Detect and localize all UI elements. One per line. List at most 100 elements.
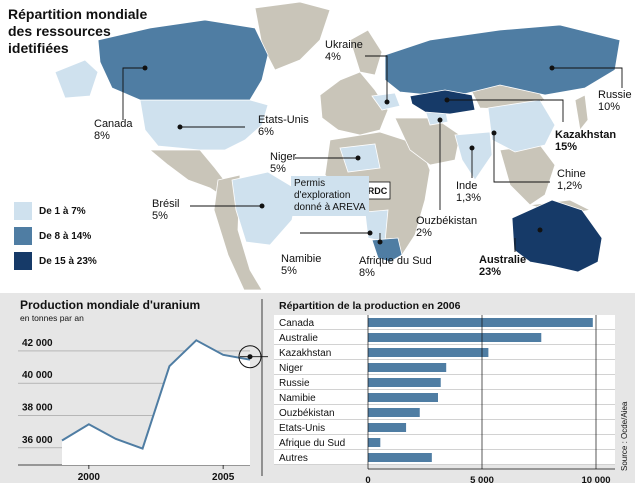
label-kazakhstan-name: Kazakhstan [555,129,617,141]
dot-kazakhstan [444,97,450,103]
label-niger: Niger 5% [270,151,296,175]
label-inde-name: Inde [456,180,478,192]
bar [368,378,441,387]
label-canada: Canada 8% [94,118,133,142]
label-afrique-du-sud-name: Afrique du Sud [359,255,432,267]
bar-chart-x-tick-label: 0 [365,475,370,483]
label-ukraine-share: 4% [325,51,341,63]
label-ukraine: Ukraine 4% [325,39,363,63]
bar [368,348,489,357]
bar [368,423,407,432]
line-chart-line [61,339,251,450]
bar-row-bg [274,405,615,419]
label-canada-name: Canada [94,118,133,130]
label-australie: Australie 23% [479,254,526,278]
dot-brazil [259,203,265,209]
leader-kazakhstan [447,99,564,122]
legend: De 1 à 7% De 8 à 14% De 15 à 23% [14,201,134,271]
bar-row-bg [274,390,615,404]
label-bresil: Brésil 5% [152,198,180,222]
label-russie-share: 10% [598,101,621,113]
dot-namibie [367,230,373,236]
kazakhstan-shape [409,89,476,115]
label-inde: Inde 1,3% [456,180,481,204]
bar-category-label: Autres [279,453,308,464]
bar-category-label: Niger [279,363,304,374]
bar-category-label: Ouzbékistan [279,408,335,419]
legend-label-3: De 15 à 23% [39,255,97,267]
dot-niger [355,155,361,161]
label-inde-share: 1,3% [456,192,482,204]
line-chart-x-tick-label: 2000 [78,472,101,483]
legend-swatch-2 [14,227,32,245]
label-chine-share: 1,2% [557,180,583,192]
australia-shape [511,199,603,273]
bar-row-bg [274,450,615,464]
label-chine: Chine 1,2% [557,168,586,192]
line-chart-subtitle: en tonnes par an [20,313,84,323]
label-ouzbekistan: Ouzbékistan 2% [416,215,477,239]
china-shape [487,99,556,153]
label-niger-name: Niger [270,151,297,163]
bar-category-label: Russie [279,378,310,389]
leader-ukraine [365,55,388,102]
legend-item-2: De 8 à 14% [14,226,134,246]
label-chine-name: Chine [557,168,586,180]
label-russie-name: Russie [598,89,632,101]
label-afrique-du-sud: Afrique du Sud 8% [359,255,432,279]
label-ouzbekistan-share: 2% [416,227,432,239]
label-australie-name: Australie [479,254,527,266]
bar-chart-x-labels: 0 5 000 10 000 [365,315,615,483]
charts-svg: Production mondiale d'uranium en tonnes … [18,298,629,483]
brazil-shape [231,171,299,246]
alaska-shape [54,59,99,99]
label-ouzbekistan-name: Ouzbékistan [416,215,478,227]
dot-ukraine [384,99,390,105]
canada-shape [97,19,269,101]
line-chart-title: Production mondiale d'uranium [20,298,200,312]
rdc-label: RDC [368,186,388,196]
line-chart-y-labels: 36 000 38 000 40 000 42 000 [22,338,53,446]
line-chart-y-tick-label: 40 000 [22,370,53,381]
bar [368,318,593,327]
bar [368,438,381,447]
line-chart: Production mondiale d'uranium en tonnes … [18,298,268,483]
bar-row-bg [274,375,615,389]
label-bresil-name: Brésil [152,198,180,210]
legend-swatch-1 [14,202,32,220]
japan-shape [574,94,589,131]
dot-afrique-du-sud [377,239,383,245]
label-kazakhstan-share: 15% [555,141,578,153]
legend-item-1: De 1 à 7% [14,201,134,221]
permit-note: Permis d'exploration donné à AREVA [291,176,369,216]
dot-russie [549,65,555,71]
map-panel: RDC [8,2,632,290]
label-afrique-du-sud-share: 8% [359,267,375,279]
leader-russie [552,67,623,88]
bar-row-bg [274,420,615,434]
bar-chart-x-tick-label: 5 000 [470,475,494,483]
dot-australie [537,227,543,233]
europe-shape [319,71,389,136]
label-namibie-share: 5% [281,265,297,277]
line-chart-callout-dot [247,354,253,360]
charts-panel: Production mondiale d'uranium en tonnes … [0,293,635,483]
bar-chart-rows: Canada Australie Kazakhstan Niger Russie Nami… [274,315,615,465]
bar [368,333,542,342]
bar-row-bg [274,435,615,449]
russia-shape [384,24,621,96]
bar-category-label: Kazakhstan [279,348,331,359]
bar-chart-title: Répartition de la production en 2006 [279,300,461,312]
line-chart-callout-circle [238,345,262,369]
line-chart-series [61,339,268,465]
dot-chine [491,130,497,136]
label-niger-share: 5% [270,163,286,175]
label-usa-name: Etats-Unis [258,114,309,126]
usa-shape [139,99,269,151]
dot-ouzbekistan [437,117,443,123]
label-russie: Russie 10% [598,89,632,113]
label-kazakhstan: Kazakhstan 15% [555,129,616,153]
map-title: Répartition mondiale des ressources idet… [8,6,148,56]
label-usa: Etats-Unis 6% [258,114,309,138]
dot-usa [177,124,183,130]
